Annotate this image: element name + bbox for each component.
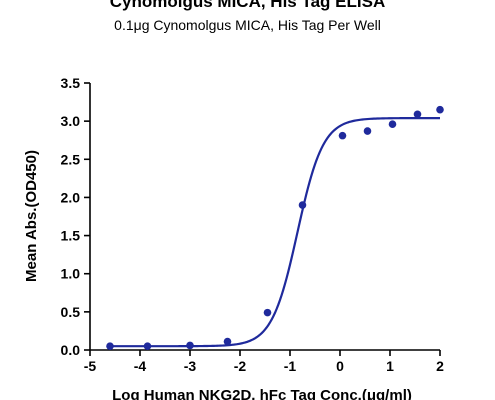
data-point (298, 201, 307, 209)
data-point (186, 341, 194, 350)
data-point (263, 308, 272, 317)
x-axis-label: Log Human NKG2D, hFc Tag Conc.(μg/ml) (112, 387, 412, 400)
x-tick-label: -3 (184, 358, 197, 374)
data-point (106, 342, 114, 350)
data-point (413, 110, 422, 119)
y-tick-label: 2.0 (61, 189, 81, 205)
y-tick-label: 1.0 (61, 266, 81, 282)
x-tick-label: 1 (386, 358, 394, 374)
x-tick-label: -2 (234, 358, 247, 374)
y-tick-label: 0.0 (61, 342, 81, 358)
y-tick-label: 3.0 (61, 113, 81, 129)
x-tick-label: 2 (436, 358, 444, 374)
y-axis-label: Mean Abs.(OD450) (23, 150, 40, 282)
x-tick-label: -4 (134, 358, 147, 374)
data-point (223, 337, 232, 346)
y-tick-label: 3.5 (61, 75, 81, 91)
fit-curve-layer (110, 116, 441, 348)
data-points-layer (106, 105, 444, 350)
data-point (363, 127, 372, 135)
x-tick-label: 0 (336, 358, 344, 374)
fit-curve (110, 116, 441, 348)
data-point (338, 131, 347, 140)
y-tick-label: 2.5 (61, 151, 81, 167)
data-point (436, 105, 444, 114)
axes: 0.0 0.5 1.0 1.5 2.0 2.5 3.0 3.5 -5 -4 -3 -2 -1 0 1 2 (61, 75, 445, 374)
data-point (388, 120, 397, 128)
chart-title: Cynomolgus MICA, His Tag ELISA (109, 0, 386, 11)
x-tick-label: -5 (84, 358, 97, 374)
y-tick-label: 0.5 (61, 304, 81, 320)
x-tick-label: -1 (284, 358, 297, 374)
chart-subtitle: 0.1μg Cynomolgus MICA, His Tag Per Well (114, 17, 381, 33)
data-point (143, 342, 152, 350)
y-tick-label: 1.5 (61, 228, 81, 244)
